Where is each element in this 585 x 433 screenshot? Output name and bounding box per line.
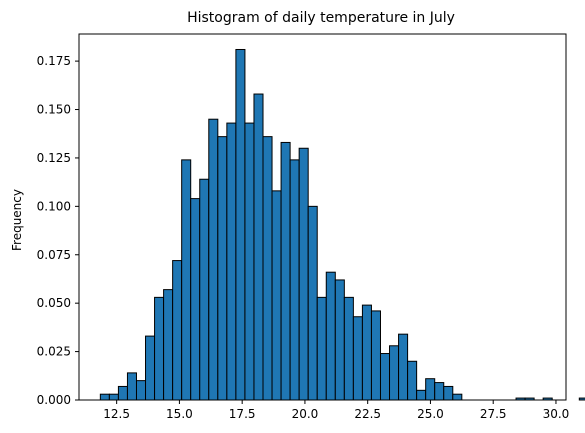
y-tick-label: 0.175 bbox=[37, 54, 71, 68]
histogram-bar bbox=[108, 393, 119, 401]
histogram-bar bbox=[190, 198, 201, 401]
histogram-bar bbox=[343, 296, 354, 401]
y-tick-label: 0.125 bbox=[37, 151, 71, 165]
histogram-bar bbox=[135, 380, 147, 401]
histogram-bar bbox=[398, 333, 409, 401]
x-tick-label: 15.0 bbox=[166, 407, 193, 421]
y-axis-ticks: 0.000 0.025 0.050 0.075 0.100 0.125 0.150 0.175 bbox=[37, 54, 79, 407]
histogram-bar bbox=[443, 385, 454, 401]
histogram-bar bbox=[154, 296, 165, 401]
histogram-bar bbox=[289, 159, 300, 401]
histogram-bar bbox=[199, 178, 210, 401]
histogram-bar bbox=[370, 310, 381, 401]
x-tick-label: 30.0 bbox=[543, 407, 570, 421]
histogram-bar bbox=[325, 271, 336, 401]
histogram-bar bbox=[298, 147, 309, 401]
x-tick-label: 25.0 bbox=[417, 407, 444, 421]
x-axis-ticks: 12.5 15.0 17.5 20.0 22.5 25.0 27.5 30.0 bbox=[103, 400, 569, 421]
histogram-bar bbox=[578, 397, 585, 401]
histogram-bar bbox=[226, 122, 237, 401]
histogram-bar bbox=[316, 296, 327, 401]
y-tick-label: 0.150 bbox=[37, 103, 71, 117]
y-tick-label: 0.000 bbox=[37, 393, 71, 407]
histogram-bar bbox=[407, 360, 418, 401]
y-tick-label: 0.050 bbox=[37, 296, 71, 310]
histogram-bar bbox=[262, 136, 273, 401]
histogram-bar bbox=[126, 372, 137, 401]
histogram-bar bbox=[452, 393, 463, 401]
x-tick-label: 17.5 bbox=[229, 407, 256, 421]
histogram-bar bbox=[379, 353, 391, 401]
x-tick-label: 22.5 bbox=[354, 407, 381, 421]
histogram-bar bbox=[389, 345, 400, 401]
histogram-bar bbox=[280, 141, 291, 401]
histogram-bar bbox=[307, 205, 318, 401]
y-tick-label: 0.100 bbox=[37, 199, 71, 213]
y-tick-label: 0.075 bbox=[37, 248, 71, 262]
histogram-bar bbox=[425, 378, 436, 401]
histogram-bar bbox=[172, 260, 183, 401]
x-tick-label: 12.5 bbox=[103, 407, 130, 421]
histogram-bar bbox=[99, 393, 110, 401]
histogram-bar bbox=[117, 385, 128, 401]
histogram-bar bbox=[253, 93, 264, 401]
histogram-bar bbox=[163, 289, 174, 401]
histogram-bar bbox=[361, 304, 372, 401]
histogram-bar bbox=[352, 316, 363, 401]
histogram-bar bbox=[244, 122, 255, 401]
histogram-bar bbox=[434, 382, 445, 401]
histogram-bar bbox=[235, 48, 246, 401]
x-tick-label: 20.0 bbox=[292, 407, 319, 421]
histogram-bar bbox=[271, 190, 282, 401]
x-tick-label: 27.5 bbox=[480, 407, 507, 421]
histogram-bar bbox=[181, 159, 192, 401]
histogram-bar bbox=[208, 118, 219, 401]
plot-frame bbox=[78, 33, 567, 401]
histogram-bar bbox=[416, 389, 427, 401]
histogram-bar bbox=[334, 279, 345, 401]
y-tick-label: 0.025 bbox=[37, 345, 71, 359]
histogram-bar bbox=[145, 335, 156, 401]
chart-title: Histogram of daily temperature in July bbox=[187, 10, 455, 26]
histogram-bar bbox=[217, 136, 228, 401]
y-axis-label: Frequency bbox=[10, 189, 24, 251]
